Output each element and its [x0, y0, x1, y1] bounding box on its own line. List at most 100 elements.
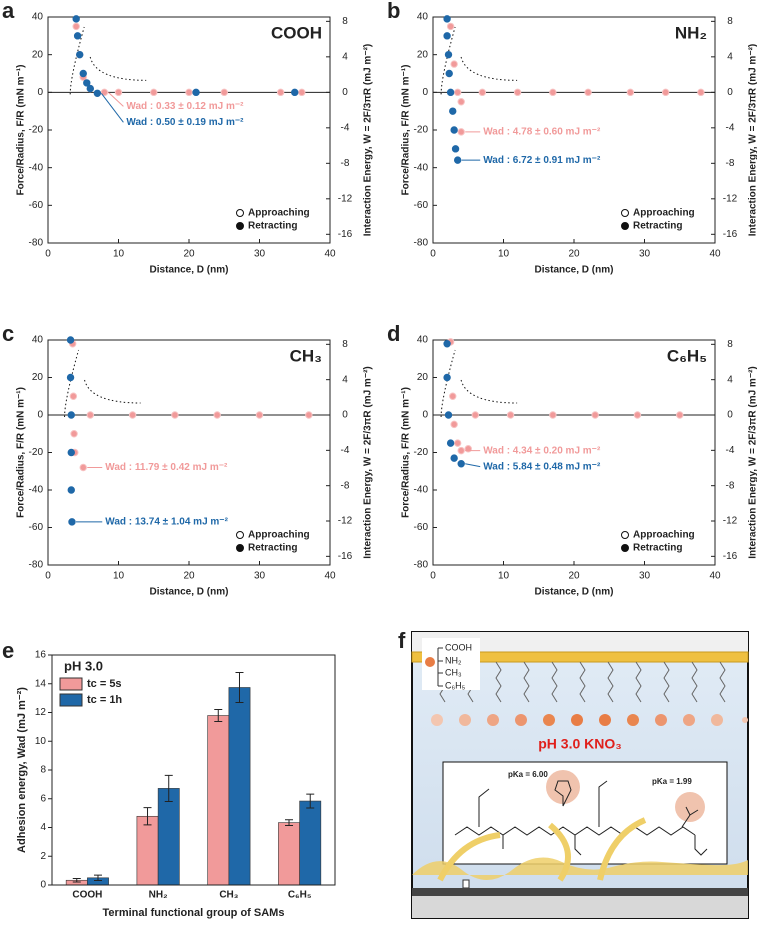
legend-label: tc = 1h — [87, 694, 122, 706]
adhesion-annotation: Wad : 4.34 ± 0.20 mJ m⁻² — [483, 445, 601, 456]
retract-point — [443, 373, 451, 382]
x-tick-label: 40 — [709, 571, 721, 582]
x-tick-label: 0 — [430, 571, 436, 582]
x-tick-label: 20 — [568, 249, 580, 260]
y2-tick-label: 4 — [727, 51, 733, 62]
y2-tick-label: 0 — [342, 87, 348, 98]
approach-point — [591, 411, 599, 419]
guide-arrow — [460, 379, 518, 404]
approach-point — [255, 411, 264, 419]
x-tick-label: 10 — [498, 249, 510, 260]
approach-point — [626, 88, 635, 97]
approach-point — [549, 411, 557, 419]
approach-point — [114, 88, 123, 97]
anchor — [462, 879, 470, 889]
annotation-arrow — [108, 91, 124, 107]
y-tick-label: 40 — [32, 335, 44, 346]
retract-point — [457, 460, 465, 468]
y-tick-label: 20 — [32, 49, 44, 60]
adhesion-annotation: Wad : 0.50 ± 0.19 mJ m⁻² — [126, 117, 244, 128]
legend-label: CH₃ — [445, 667, 462, 677]
y-tick-label: 2 — [40, 851, 46, 862]
y2-tick-label: 8 — [727, 339, 733, 350]
legend-label: NH₂ — [445, 655, 462, 665]
approach-point — [661, 88, 670, 97]
legend-label: Retracting — [633, 543, 682, 554]
legend-marker — [236, 222, 244, 230]
y2-tick-label: -4 — [341, 122, 350, 133]
sam-chains — [439, 661, 726, 703]
y2-tick-label: 0 — [727, 410, 733, 421]
y-tick-label: 14 — [35, 678, 47, 689]
y-tick-label: 20 — [32, 372, 44, 383]
y-tick-label: -40 — [29, 485, 44, 496]
legend-label: COOH — [445, 642, 472, 652]
y2-tick-label: -12 — [338, 516, 353, 527]
legend-label: Approaching — [633, 208, 695, 219]
retract-point — [66, 336, 75, 344]
panel-label: C₆H₅ — [667, 346, 707, 365]
error-bar — [285, 819, 294, 826]
bar — [207, 715, 230, 886]
bar — [228, 687, 251, 886]
x-tick-label: 30 — [254, 571, 266, 582]
panel-letter: b — [387, 0, 400, 23]
y-tick-label: 20 — [417, 372, 429, 383]
panel-label: CH₃ — [290, 346, 322, 365]
y2-axis-label: Interaction Energy, W = 2F/3πR (mJ m⁻²) — [748, 44, 757, 237]
retract-point — [66, 373, 75, 382]
retract-point — [443, 32, 451, 40]
approach-point — [70, 430, 78, 438]
error-bar — [214, 708, 223, 723]
panel-letter: f — [398, 628, 406, 653]
side-chains — [478, 780, 708, 856]
approach-point — [457, 128, 465, 136]
approach-point — [453, 439, 462, 447]
approach-point — [450, 60, 458, 68]
approach-point — [450, 420, 458, 429]
retract-point — [443, 340, 451, 348]
x-tick-label: 20 — [183, 571, 195, 582]
x-tick-label: 10 — [113, 571, 125, 582]
retract-point — [449, 107, 457, 115]
solution-label: pH 3.0 KNO₃ — [538, 736, 622, 752]
adhesion-annotation: Wad : 4.78 ± 0.60 mJ m⁻² — [483, 127, 601, 138]
x-tick-label: C₆H₅ — [288, 890, 312, 901]
y-tick-label: -80 — [29, 560, 44, 571]
retract-point — [72, 15, 80, 23]
x-tick-label: 40 — [709, 249, 721, 260]
approach-point — [298, 88, 306, 97]
approach-point — [457, 446, 465, 455]
approach-point — [150, 88, 158, 97]
approach-point — [220, 88, 228, 97]
x-tick-label: NH₂ — [149, 890, 168, 901]
y-tick-label: 0 — [37, 87, 43, 98]
y2-tick-label: -12 — [723, 516, 738, 527]
approach-point — [100, 88, 109, 97]
adhesion-annotation: Wad : 6.72 ± 0.91 mJ m⁻² — [483, 155, 601, 166]
y-tick-label: -80 — [414, 238, 429, 249]
legend-label: Approaching — [248, 208, 310, 219]
x-tick-label: 40 — [324, 249, 336, 260]
approach-point — [697, 88, 705, 97]
error-bar — [93, 874, 102, 882]
legend-marker — [621, 222, 629, 230]
x-tick-label: 30 — [639, 249, 651, 260]
legend-label: Retracting — [633, 221, 682, 232]
y2-tick-label: 4 — [727, 374, 733, 385]
guide-arrow — [460, 56, 518, 81]
retract-point — [73, 32, 82, 40]
y2-axis-label: Interaction Energy, W = 2F/3πR (mJ m⁻²) — [748, 366, 757, 559]
approach-point — [471, 411, 479, 419]
y2-tick-label: 4 — [342, 51, 348, 62]
y2-tick-label: 8 — [342, 16, 348, 27]
approach-point — [449, 392, 457, 400]
retract-point — [444, 411, 453, 419]
x-tick-label: 0 — [45, 571, 51, 582]
y2-tick-label: -4 — [726, 445, 735, 456]
x-tick-label: 20 — [568, 571, 580, 582]
retract-point — [192, 88, 200, 97]
error-bar — [164, 774, 173, 802]
y2-tick-label: -8 — [726, 158, 735, 169]
